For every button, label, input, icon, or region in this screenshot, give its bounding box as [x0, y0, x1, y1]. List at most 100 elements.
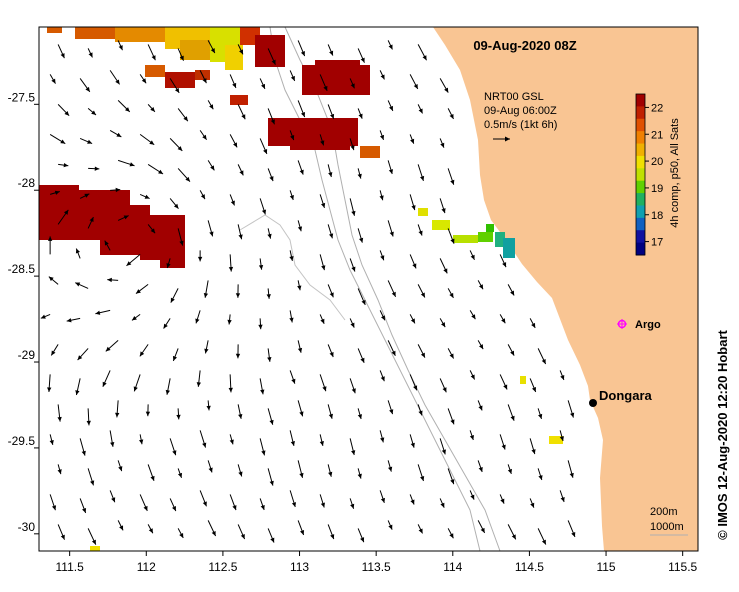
current-arrow: [259, 498, 265, 511]
colorbar-tick-label: 18: [651, 210, 663, 222]
date-label: 09-Aug-2020 08Z: [473, 38, 576, 53]
current-arrow: [417, 164, 425, 182]
current-arrow: [117, 460, 123, 472]
current-arrow: [177, 168, 191, 182]
current-arrow: [229, 494, 237, 511]
current-arrow: [199, 430, 207, 448]
current-arrow: [477, 340, 484, 350]
current-arrow: [196, 370, 201, 387]
current-arrow: [259, 138, 268, 155]
current-arrow: [417, 344, 426, 358]
sst-patch-west: [39, 185, 185, 268]
current-arrow: [237, 464, 243, 477]
y-tick-label: -30: [18, 520, 36, 534]
current-arrow: [417, 224, 423, 236]
current-arrow: [66, 317, 81, 323]
colorbar-swatch: [636, 131, 645, 145]
current-arrow: [79, 137, 93, 144]
current-arrow: [349, 198, 356, 216]
current-arrow: [439, 438, 446, 455]
current-arrow: [139, 434, 144, 445]
current-arrow: [357, 528, 365, 543]
current-arrow: [147, 524, 154, 534]
current-arrow: [177, 528, 184, 539]
current-arrow: [379, 430, 385, 443]
scale-label: 0.5m/s (1kt 6h): [484, 119, 557, 131]
current-arrow: [409, 74, 419, 90]
sst-patches: [39, 27, 563, 551]
y-axis: -27.5 -28 -28.5 -29 -29.5 -30: [8, 90, 39, 535]
dongara-label: Dongara: [599, 388, 653, 403]
current-arrow: [49, 494, 57, 511]
current-arrow: [357, 228, 364, 243]
current-arrow: [75, 282, 89, 289]
current-arrow: [258, 318, 263, 330]
current-arrow: [319, 74, 328, 92]
current-arrow: [177, 48, 184, 61]
current-arrow: [297, 100, 306, 118]
current-arrow: [87, 528, 97, 545]
current-arrow: [104, 240, 111, 251]
current-arrow: [49, 190, 60, 195]
current-arrow: [477, 520, 486, 534]
x-tick-label: 112.5: [208, 560, 237, 574]
current-arrow: [289, 490, 297, 508]
current-arrow: [266, 288, 271, 299]
current-arrow: [477, 460, 483, 473]
current-arrow: [139, 193, 150, 200]
current-arrow: [357, 48, 365, 63]
colorbar-swatch: [636, 180, 645, 194]
current-arrow: [133, 374, 141, 392]
current-arrow: [199, 490, 207, 507]
current-arrow: [267, 348, 272, 362]
current-arrow: [139, 74, 147, 84]
current-arrow: [237, 104, 246, 120]
colorbar-swatch: [636, 118, 645, 132]
current-arrow: [267, 48, 276, 65]
x-tick-label: 112: [137, 560, 156, 574]
current-arrow: [559, 370, 565, 381]
current-arrow: [87, 48, 93, 58]
current-arrow: [447, 528, 454, 539]
current-arrow: [47, 236, 53, 255]
current-arrow: [417, 284, 426, 298]
current-arrow: [57, 524, 65, 540]
current-arrow: [379, 190, 384, 201]
current-arrow: [319, 194, 326, 209]
current-arrow: [357, 168, 362, 179]
x-tick-label: 115.5: [668, 560, 697, 574]
current-arrow: [327, 464, 333, 477]
current-arrow: [357, 108, 363, 119]
current-arrow: [206, 400, 211, 411]
current-arrow: [139, 494, 148, 512]
current-arrow: [417, 44, 427, 61]
current-arrow: [357, 468, 362, 479]
contour-1000m: [269, 26, 481, 552]
current-arrow: [297, 520, 305, 536]
current-arrow: [79, 78, 91, 93]
current-arrow: [79, 438, 86, 456]
current-arrow: [289, 130, 295, 141]
colorbar-ticks: 22 21 20 19 18 17: [645, 102, 663, 249]
x-tick-label: 113.5: [362, 560, 391, 574]
contour-shelf: [239, 214, 346, 321]
current-arrow: [259, 198, 267, 215]
current-arrow: [417, 104, 423, 114]
plot-frame: [38, 26, 699, 552]
current-arrow: [537, 408, 543, 420]
current-arrow: [177, 108, 189, 122]
current-arrow: [57, 464, 62, 475]
current-arrow: [166, 258, 171, 269]
current-arrow: [387, 460, 393, 472]
current-arrow: [559, 490, 565, 503]
current-arrow: [267, 468, 274, 486]
current-arrow: [379, 490, 385, 504]
current-arrow: [199, 130, 208, 141]
current-arrow: [507, 404, 515, 421]
argo-label: Argo: [635, 319, 661, 331]
current-arrow: [170, 288, 179, 303]
current-arrow: [327, 104, 335, 119]
current-arrow: [229, 194, 235, 206]
current-arrow: [147, 464, 155, 482]
scale-arrow: [493, 136, 510, 142]
